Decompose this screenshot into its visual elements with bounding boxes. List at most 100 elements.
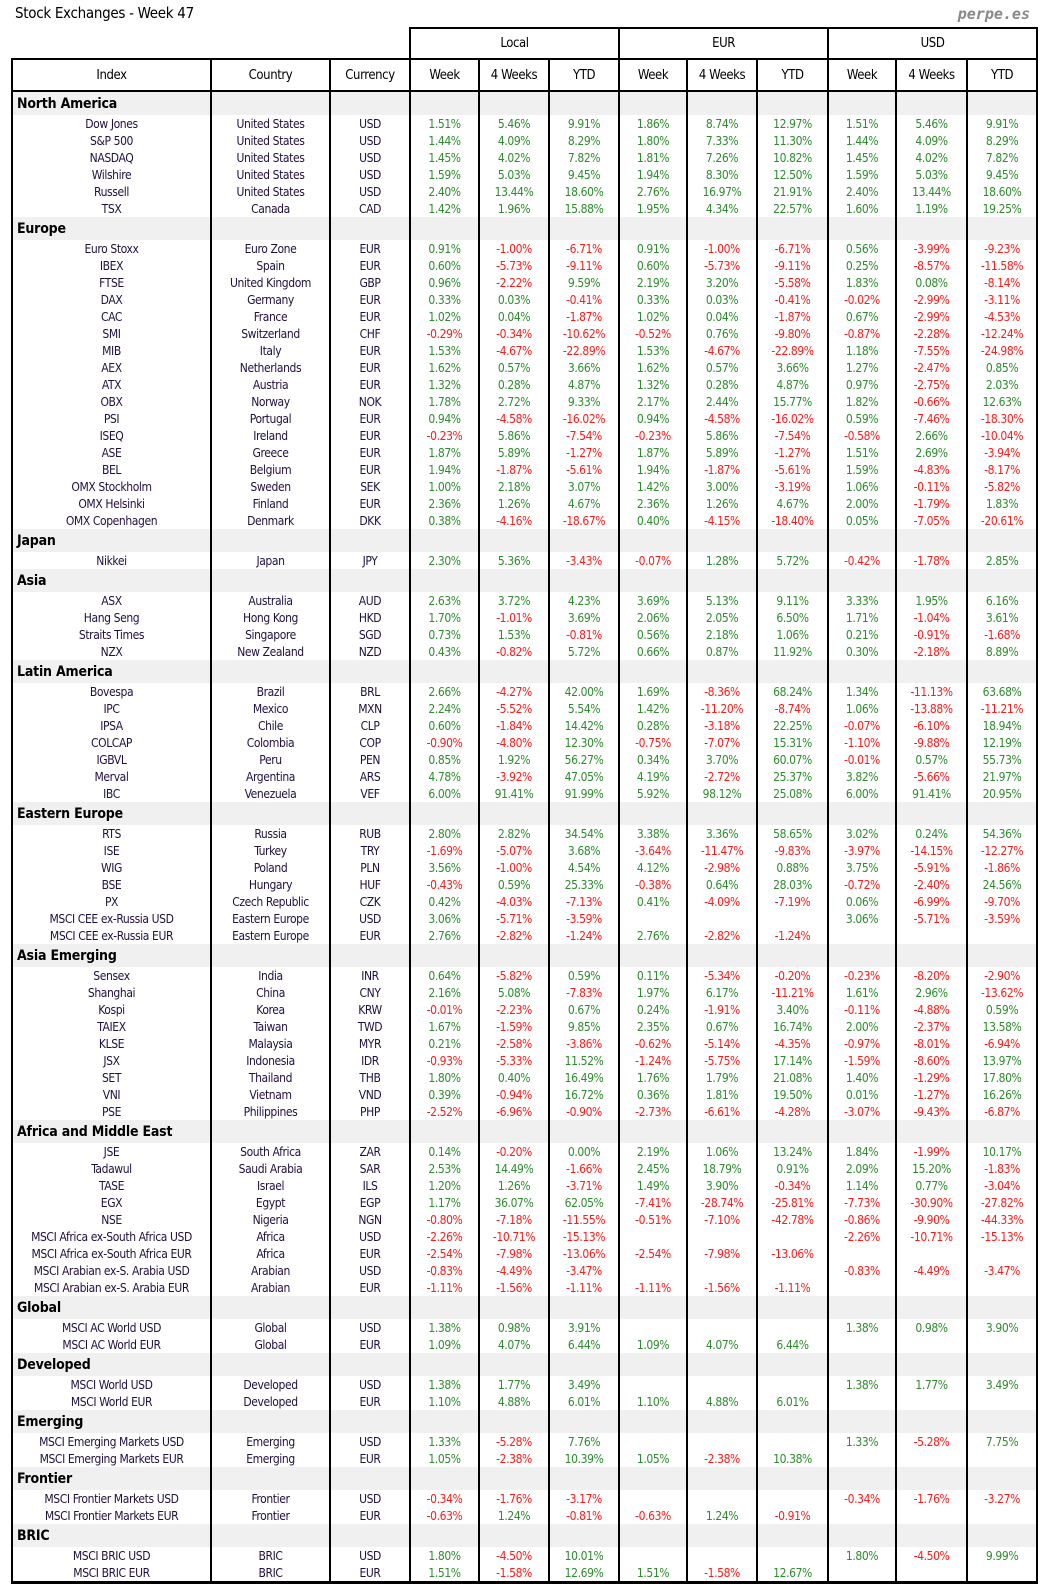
cell-eur-ytd: -7.54% xyxy=(756,427,829,444)
cell-eur-week: -0.62% xyxy=(618,1035,688,1052)
cell-eur-4-weeks: 4.34% xyxy=(686,200,758,217)
cell-eur-4-weeks: 4.07% xyxy=(686,1336,758,1353)
cell-index: JSX xyxy=(11,1052,212,1069)
cell-local-4-weeks: -4.27% xyxy=(478,683,550,700)
cell-usd-ytd: 9.99% xyxy=(966,1547,1039,1564)
cell-usd-4-weeks: -2.40% xyxy=(895,876,968,893)
cell-country: Argentina xyxy=(210,768,331,785)
cell-currency: CHF xyxy=(328,325,411,342)
cell-usd-ytd: 18.60% xyxy=(966,183,1039,200)
cell-local-4-weeks: -2.22% xyxy=(478,274,550,291)
cell-index: TASE xyxy=(11,1177,212,1194)
cell-country: Eastern Europe xyxy=(210,927,331,944)
cell-local-4-weeks: 2.82% xyxy=(478,825,550,842)
cell-index: ASE xyxy=(11,444,212,461)
cell-local-ytd: 62.05% xyxy=(548,1194,620,1211)
cell-local-ytd: -3.59% xyxy=(548,910,620,927)
cell-usd-week: 3.82% xyxy=(827,768,897,785)
table-row: Nikkei Japan JPY 2.30% 5.36% -3.43% -0.07% 1.28… xyxy=(11,552,1039,569)
section-header-cell xyxy=(618,529,688,552)
cell-usd-ytd: 16.26% xyxy=(966,1086,1039,1103)
cell-usd-4-weeks: 0.08% xyxy=(895,274,968,291)
cell-usd-4-weeks: 2.69% xyxy=(895,444,968,461)
cell-usd-4-weeks: 0.24% xyxy=(895,825,968,842)
cell-eur-4-weeks xyxy=(686,1547,758,1564)
table-row: FTSE United Kingdom GBP 0.96% -2.22% 9.59% 2.1… xyxy=(11,274,1039,291)
section-header-cell xyxy=(895,660,968,683)
cell-usd-ytd: 10.17% xyxy=(966,1143,1039,1160)
cell-eur-ytd: 12.50% xyxy=(756,166,829,183)
cell-eur-week: 2.35% xyxy=(618,1018,688,1035)
cell-local-ytd: -1.11% xyxy=(548,1279,620,1296)
cell-usd-ytd: -20.61% xyxy=(966,512,1039,529)
table-row: Sensex India INR 0.64% -5.82% 0.59% 0.11% -5.34… xyxy=(11,967,1039,984)
cell-eur-4-weeks: 1.26% xyxy=(686,495,758,512)
cell-local-4-weeks: 1.26% xyxy=(478,1177,550,1194)
table-row: NZX New Zealand NZD 0.43% -0.82% 5.72% 0.66% 0.… xyxy=(11,643,1039,660)
cell-usd-week xyxy=(827,1279,897,1296)
section-header-cell xyxy=(686,1410,758,1433)
section-header-cell xyxy=(210,802,331,825)
section-title: BRIC xyxy=(11,1524,212,1547)
cell-usd-4-weeks: -1.99% xyxy=(895,1143,968,1160)
cell-local-4-weeks: 4.07% xyxy=(478,1336,550,1353)
cell-local-ytd: 3.07% xyxy=(548,478,620,495)
cell-local-ytd: 9.85% xyxy=(548,1018,620,1035)
cell-eur-week: 0.60% xyxy=(618,257,688,274)
cell-eur-ytd: 28.03% xyxy=(756,876,829,893)
cell-local-week: -2.26% xyxy=(409,1228,480,1245)
table-row: BEL Belgium EUR 1.94% -1.87% -5.61% 1.94% -1.87… xyxy=(11,461,1039,478)
cell-local-week: 1.09% xyxy=(409,1336,480,1353)
cell-usd-4-weeks: -11.13% xyxy=(895,683,968,700)
cell-country: Global xyxy=(210,1336,331,1353)
cell-eur-4-weeks: -4.15% xyxy=(686,512,758,529)
section-header-cell xyxy=(966,1120,1039,1143)
cell-eur-4-weeks: -4.09% xyxy=(686,893,758,910)
section-header-cell xyxy=(827,1296,897,1319)
section-header-cell xyxy=(548,1296,620,1319)
cell-country: Frontier xyxy=(210,1507,331,1524)
cell-eur-4-weeks: -1.91% xyxy=(686,1001,758,1018)
section-header-cell xyxy=(895,1120,968,1143)
cell-eur-ytd: 12.67% xyxy=(756,1564,829,1584)
section-header-cell xyxy=(210,1353,331,1376)
cell-usd-4-weeks: -5.66% xyxy=(895,768,968,785)
cell-local-week: 0.43% xyxy=(409,643,480,660)
section-header-cell xyxy=(827,944,897,967)
section-header-cell xyxy=(827,1524,897,1547)
cell-country: Developed xyxy=(210,1393,331,1410)
cell-country: Korea xyxy=(210,1001,331,1018)
cell-eur-4-weeks: 5.13% xyxy=(686,592,758,609)
cell-eur-week: 1.97% xyxy=(618,984,688,1001)
cell-usd-ytd xyxy=(966,1564,1039,1584)
cell-index: ATX xyxy=(11,376,212,393)
cell-local-week: 1.62% xyxy=(409,359,480,376)
cell-country: Greece xyxy=(210,444,331,461)
cell-currency: INR xyxy=(328,967,411,984)
cell-local-ytd: 0.67% xyxy=(548,1001,620,1018)
cell-local-week: 2.80% xyxy=(409,825,480,842)
cell-eur-ytd: -13.06% xyxy=(756,1245,829,1262)
cell-local-week: -0.43% xyxy=(409,876,480,893)
table-row: MSCI Arabian ex-S. Arabia USD Arabian USD -… xyxy=(11,1262,1039,1279)
section-header-cell xyxy=(756,1120,829,1143)
cell-local-week: 1.80% xyxy=(409,1069,480,1086)
cell-usd-4-weeks: -14.15% xyxy=(895,842,968,859)
cell-index: FTSE xyxy=(11,274,212,291)
cell-usd-ytd: 24.56% xyxy=(966,876,1039,893)
cell-eur-4-weeks: 1.24% xyxy=(686,1507,758,1524)
cell-eur-4-weeks: 0.57% xyxy=(686,359,758,376)
section-header-cell xyxy=(478,1353,550,1376)
cell-index: MSCI World EUR xyxy=(11,1393,212,1410)
section-header-cell xyxy=(478,1410,550,1433)
cell-local-week: 1.51% xyxy=(409,115,480,132)
cell-local-4-weeks: 0.03% xyxy=(478,291,550,308)
cell-eur-week: 1.51% xyxy=(618,1564,688,1584)
cell-eur-4-weeks: 2.05% xyxy=(686,609,758,626)
cell-local-week: 0.94% xyxy=(409,410,480,427)
section-header: North America xyxy=(11,91,1039,115)
cell-local-4-weeks: 1.24% xyxy=(478,1507,550,1524)
cell-eur-week: 2.36% xyxy=(618,495,688,512)
cell-eur-week: -0.75% xyxy=(618,734,688,751)
cell-local-week: 2.53% xyxy=(409,1160,480,1177)
